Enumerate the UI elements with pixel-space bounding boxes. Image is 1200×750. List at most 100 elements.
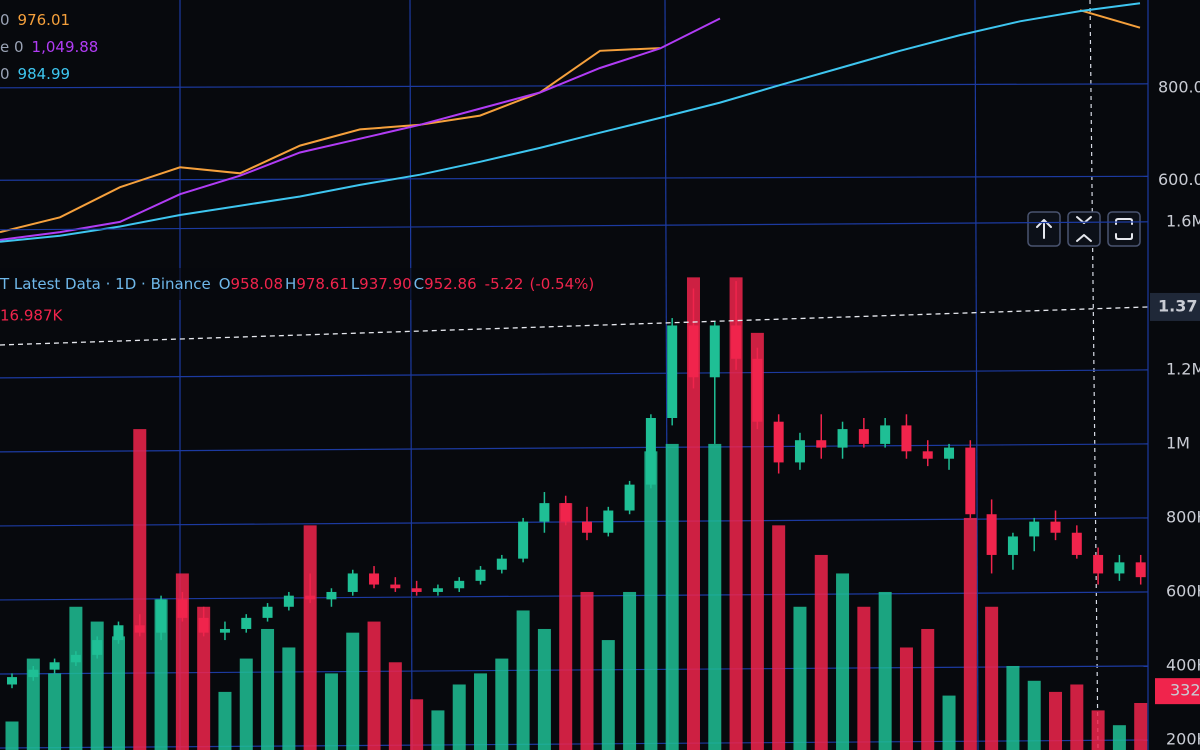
- candle-body: [369, 573, 380, 585]
- info-close-label: C: [414, 275, 424, 293]
- y-tick-label: 400K: [1166, 655, 1200, 674]
- volume-bar: [431, 710, 445, 750]
- volume-bar: [814, 554, 828, 750]
- volume-bar: [665, 443, 679, 750]
- volume-bar: [69, 606, 83, 750]
- volume-bar: [5, 721, 19, 750]
- grid-line: [0, 369, 1149, 379]
- candle-body: [1029, 521, 1040, 537]
- info-close: 952.86: [424, 275, 477, 293]
- volume-bar: [750, 332, 764, 750]
- grid-line: [0, 739, 1149, 749]
- candle-body: [262, 606, 273, 618]
- volume-bar: [324, 673, 338, 750]
- ma-line: [0, 17, 721, 241]
- candle-body: [305, 595, 316, 600]
- candle-body: [731, 325, 742, 359]
- candle-body: [794, 440, 805, 463]
- candle-body: [454, 580, 465, 589]
- y-tick-label: 1M: [1166, 433, 1190, 452]
- volume-marker-label: 332: [1170, 681, 1200, 700]
- candle-body: [177, 599, 188, 618]
- y-tick-label: 200K: [1166, 730, 1200, 749]
- candle-body: [965, 447, 976, 515]
- volume-bar: [1049, 691, 1063, 750]
- candle-body: [198, 617, 209, 633]
- candle-body: [688, 325, 699, 378]
- volume-bar: [111, 636, 125, 750]
- volume-bar: [1070, 684, 1084, 750]
- candle-body: [347, 573, 358, 592]
- candle-body: [582, 521, 592, 533]
- candle-body: [752, 358, 763, 422]
- legend-entry: 0 976.01: [0, 11, 70, 29]
- volume-bar: [921, 628, 935, 750]
- legend-value: 984.99: [18, 65, 71, 83]
- candle-body: [667, 325, 678, 419]
- grid-line: [0, 443, 1149, 453]
- volume-bar: [537, 628, 551, 750]
- volume-bar: [388, 662, 402, 750]
- y-tick-label: 800.00: [1158, 77, 1200, 96]
- candle-body: [645, 418, 656, 485]
- candle-body: [475, 569, 486, 581]
- volume-bar: [1091, 710, 1105, 750]
- y-tick-label: 800K: [1166, 507, 1200, 526]
- volume-bar: [942, 695, 956, 750]
- candle-body: [944, 447, 955, 459]
- candle-body: [7, 677, 17, 685]
- legend-prefix: 0: [0, 11, 10, 29]
- volume-bar: [836, 573, 850, 750]
- candle-body: [624, 484, 635, 511]
- candle-body: [241, 617, 252, 629]
- ma-line: [0, 2, 1141, 243]
- button-scroll-up[interactable]: [1027, 211, 1061, 247]
- button-maximize[interactable]: [1107, 211, 1141, 247]
- candle-body: [92, 640, 103, 655]
- volume-bar: [644, 451, 658, 750]
- volume-bar: [623, 591, 637, 750]
- volume-bar: [772, 525, 786, 750]
- info-backdrop: [0, 268, 480, 300]
- candle-body: [1007, 536, 1018, 555]
- volume-info: 16.987K: [0, 307, 63, 325]
- info-high: 978.61: [296, 275, 349, 293]
- volume-bar: [793, 606, 807, 750]
- legend-entry: 0 984.99: [0, 65, 70, 83]
- candle-body: [1050, 521, 1061, 533]
- grid-line: [0, 517, 1149, 527]
- y-tick-label: 1.6M: [1166, 211, 1200, 230]
- volume-bar: [1134, 702, 1148, 750]
- candle-body: [283, 595, 294, 607]
- volume-bar: [239, 658, 253, 750]
- y-tick-label: 600K: [1166, 581, 1200, 600]
- volume-bar: [218, 691, 232, 750]
- volume-bar: [282, 647, 296, 750]
- ma-line: [0, 47, 661, 234]
- candle-body: [1093, 554, 1104, 574]
- info-low-text: 937.90: [359, 275, 412, 293]
- candle-body: [922, 451, 933, 459]
- grid-line: [974, 0, 979, 750]
- info-change-pct-label: (-0.54%): [529, 275, 594, 293]
- crosshair-label: 1.37: [1158, 296, 1197, 315]
- button-collapse[interactable]: [1067, 211, 1101, 247]
- volume-bar: [601, 640, 615, 750]
- candle-body: [816, 440, 827, 448]
- candle-body: [837, 429, 848, 448]
- volume-bar: [261, 628, 275, 750]
- legend-value: 976.01: [18, 11, 71, 29]
- y-tick-label: 600.00: [1158, 170, 1200, 189]
- volume-bar: [580, 591, 594, 750]
- legend-prefix: e 0: [0, 38, 24, 56]
- candle-body: [411, 588, 422, 592]
- volume-bar: [474, 673, 488, 750]
- info-change: -5.22: [485, 275, 524, 293]
- candle-body: [880, 425, 891, 444]
- volume-bar: [1006, 665, 1020, 750]
- candle-body: [539, 503, 550, 522]
- volume-bar: [899, 647, 913, 750]
- volume-bar: [708, 443, 722, 750]
- candle-body: [603, 510, 614, 533]
